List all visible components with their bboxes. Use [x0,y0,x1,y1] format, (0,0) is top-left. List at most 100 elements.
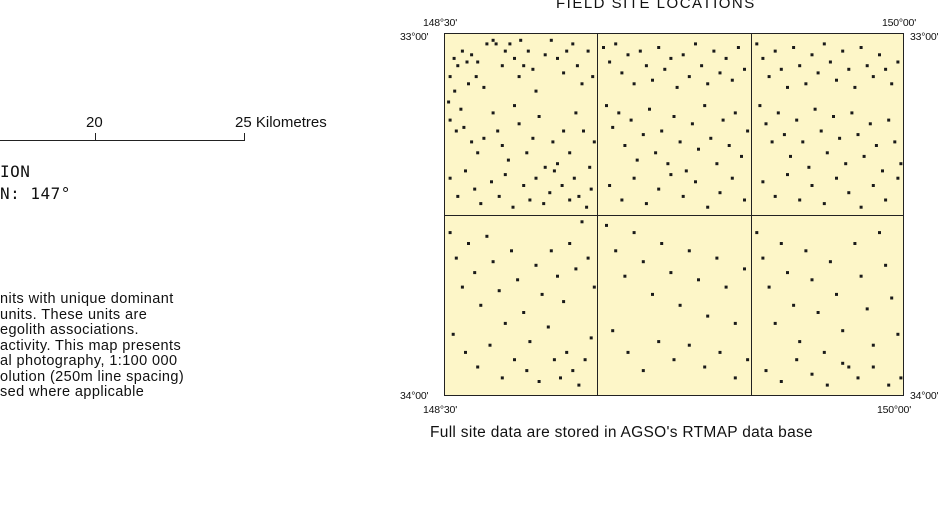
site-marker [835,176,838,180]
site-marker [648,107,651,111]
site-marker [503,49,507,53]
grid-lines [444,33,904,396]
site-marker [548,191,552,195]
site-marker [580,220,584,224]
site-marker [786,271,789,275]
site-marker [582,129,585,133]
site-marker [500,376,504,380]
site-marker [528,198,532,202]
site-marker [890,82,894,86]
site-marker [681,53,685,57]
site-marker [825,383,829,387]
site-marker [448,75,452,79]
site-marker [884,67,888,71]
site-marker [838,136,842,140]
site-marker [841,361,845,365]
site-marker [490,180,493,184]
site-marker [697,278,700,282]
site-marker [611,125,615,129]
site-marker [470,53,474,57]
site-marker [853,242,857,245]
site-marker [503,173,507,177]
site-marker [500,64,504,68]
site-marker [684,169,688,173]
site-marker [454,256,458,260]
coord-bottom-right-lon: 150°00' [877,404,912,416]
site-marker [543,165,547,169]
site-marker [773,194,777,198]
site-marker [859,274,863,278]
site-marker [562,300,566,304]
sites-layer [447,38,903,387]
site-marker [517,122,521,126]
site-marker [810,278,814,282]
site-marker [764,369,768,373]
site-marker [724,285,728,289]
site-marker [764,122,768,126]
site-marker [497,289,501,293]
site-marker [669,271,673,275]
site-marker [546,325,550,329]
site-marker [485,234,489,238]
site-marker [476,60,480,64]
site-marker [462,125,466,129]
site-marker [773,49,777,53]
site-marker [638,49,642,53]
site-marker [847,191,851,195]
site-marker [592,140,596,144]
site-marker [585,205,589,209]
notes-paragraph: nits with unique dominant units. These u… [0,291,184,401]
site-marker [510,249,513,253]
field-site-map [444,33,904,396]
site-marker [678,303,682,307]
site-marker [605,223,608,227]
site-marker [666,162,670,166]
site-marker [825,151,829,155]
site-marker [847,365,851,369]
site-marker [779,242,783,245]
site-marker [500,144,504,147]
site-marker [865,64,869,68]
site-marker [703,104,707,108]
site-marker [592,285,596,289]
site-marker [626,350,630,354]
site-marker [871,365,875,369]
site-marker [565,49,569,53]
site-marker [568,198,572,202]
site-marker [476,151,480,155]
site-marker [626,53,630,57]
site-marker [807,165,811,169]
site-marker [703,365,707,369]
site-marker [669,173,673,177]
site-marker [859,46,863,49]
site-marker [508,42,512,46]
coord-top-right-lat: 33°00' [910,31,939,43]
site-marker [813,107,817,111]
site-marker [890,296,894,300]
site-marker [724,56,728,60]
site-marker [810,372,814,376]
note-line: activity. This map presents [0,337,182,354]
site-marker [660,129,664,133]
site-marker [755,42,759,46]
scale-tick-20 [95,133,96,140]
site-marker [798,64,802,68]
site-marker [497,194,501,198]
site-marker [496,129,500,133]
site-marker [568,242,572,245]
site-marker [485,42,489,46]
site-marker [657,46,661,49]
note-line: egolith associations. [0,322,139,338]
site-marker [614,249,618,253]
note-line: units. These units are [0,306,148,323]
site-marker [460,285,464,289]
site-marker [798,340,802,344]
site-marker [562,129,566,133]
site-marker [868,122,872,126]
site-marker [678,140,682,144]
site-marker [700,64,704,68]
map-title: FIELD SITE LOCATIONS [556,0,756,12]
scale-label-25: 25 Kilometres [235,114,327,131]
site-marker [859,205,863,209]
site-marker [706,314,710,318]
